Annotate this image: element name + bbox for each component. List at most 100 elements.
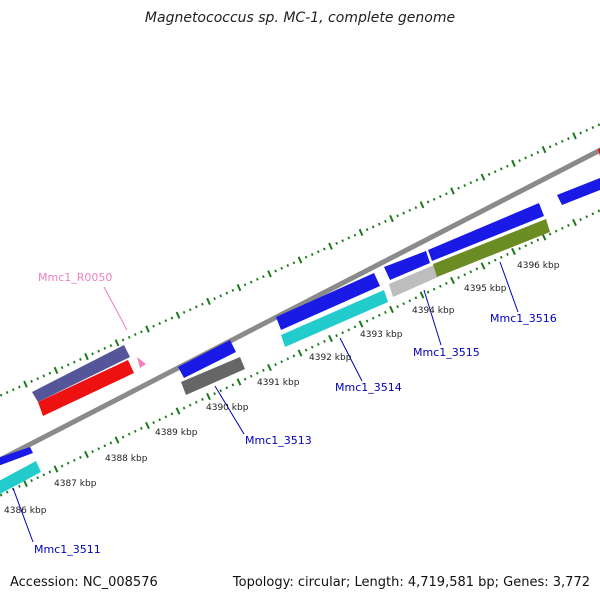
scale-tick [341, 331, 345, 335]
scale-tick [274, 363, 277, 367]
scale-tick [579, 131, 582, 135]
scale-tick [384, 219, 387, 223]
scale-tick [377, 222, 381, 226]
scale-tick [175, 407, 181, 415]
feature-blue-3513[interactable] [178, 340, 236, 378]
scale-tick [554, 142, 558, 146]
scale-tick [243, 283, 247, 287]
gene-label-rna[interactable]: Mmc1_R0050 [38, 271, 112, 284]
scale-tick [145, 325, 150, 333]
scale-tick [91, 352, 94, 356]
scale-tick [23, 380, 28, 388]
kbp-label: 4392 kbp [309, 353, 352, 363]
scale-tick [365, 319, 369, 323]
scale-tick [419, 201, 425, 209]
scale-tick [297, 349, 303, 357]
gene-label-3515[interactable]: Mmc1_3515 [413, 346, 480, 359]
inner-scale-track [0, 209, 600, 497]
feature-rna-arrow[interactable] [137, 357, 146, 368]
scale-tick [53, 465, 59, 473]
scale-tick [109, 344, 113, 348]
scale-tick [292, 354, 296, 358]
topology-text: Topology: circular; Length: 4,719,581 bp… [232, 575, 590, 590]
scale-tick [18, 484, 21, 488]
feature-cyan-3511[interactable] [0, 461, 41, 494]
scale-tick [371, 225, 375, 229]
feature-blue-3514[interactable] [276, 273, 380, 330]
scale-tick [5, 391, 9, 394]
feature-blue-3510[interactable] [0, 447, 33, 466]
scale-tick [438, 195, 442, 198]
scale-tick [280, 360, 284, 364]
scale-tick [541, 145, 547, 154]
scale-tick [480, 262, 486, 270]
scale-tick [114, 339, 120, 347]
scale-tick [231, 383, 235, 387]
scale-tick [572, 218, 577, 227]
scale-tick [579, 218, 582, 222]
scale-tick [79, 357, 82, 361]
scale-tick [487, 261, 491, 265]
gene-label-3511[interactable]: Mmc1_3511 [34, 543, 101, 556]
reverse-strand-features [0, 219, 550, 494]
scale-tick [316, 342, 320, 346]
genome-backbone [0, 147, 600, 463]
scale-tick [341, 239, 345, 243]
scale-tick [109, 441, 113, 445]
scale-tick [408, 299, 412, 303]
scale-tick [469, 181, 473, 185]
scale-tick [432, 287, 436, 291]
scale-tick [457, 276, 460, 280]
feature-rna-slate[interactable] [32, 345, 130, 402]
feature-gray-3513[interactable] [181, 357, 245, 395]
kbp-label: 4389 kbp [155, 428, 198, 438]
scale-tick [158, 418, 162, 422]
kbp-labels: 4386 kbp 4387 kbp 4388 kbp 4389 kbp 4390… [4, 261, 560, 516]
scale-tick [518, 159, 521, 163]
scale-tick [524, 244, 528, 248]
gene-labels: Mmc1_R0050 Mmc1_3511 Mmc1_3513 Mmc1_3514… [34, 271, 557, 556]
scale-tick [493, 258, 497, 262]
feature-red-block[interactable] [38, 360, 134, 416]
scale-tick [175, 311, 181, 319]
feature-olive-3516[interactable] [433, 219, 550, 277]
scale-tick [585, 128, 589, 132]
scale-tick [0, 393, 3, 397]
scale-tick [72, 360, 76, 364]
gene-label-3514[interactable]: Mmc1_3514 [335, 381, 402, 394]
scale-tick [310, 253, 314, 256]
scale-tick [450, 187, 455, 195]
map-title: Magnetococcus sp. MC-1, complete genome [144, 10, 456, 26]
scale-tick [323, 339, 326, 343]
scale-tick [201, 302, 204, 306]
scale-tick [127, 335, 131, 339]
gene-label-3513[interactable]: Mmc1_3513 [245, 434, 312, 447]
scale-tick [487, 172, 491, 176]
feature-cyan-3514[interactable] [281, 290, 388, 347]
scale-tick [48, 470, 52, 474]
feature-blue-edge[interactable] [557, 178, 600, 205]
leader-3514 [339, 337, 363, 382]
feature-blue-3515[interactable] [384, 251, 430, 280]
kbp-label: 4388 kbp [105, 454, 148, 464]
scale-tick [91, 450, 94, 454]
scale-tick [402, 211, 406, 215]
feature-blue-3516[interactable] [428, 203, 544, 261]
scale-tick [121, 338, 125, 342]
scale-tick [353, 325, 357, 329]
scale-tick [506, 164, 509, 168]
gene-label-3516[interactable]: Mmc1_3516 [490, 312, 557, 325]
scale-tick [328, 334, 333, 343]
scale-tick [262, 275, 265, 279]
scale-tick [353, 233, 357, 237]
scale-tick [445, 192, 448, 196]
scale-tick [377, 313, 381, 317]
scale-tick [127, 432, 131, 436]
scale-tick [194, 400, 198, 404]
feature-lightgray-3515[interactable] [389, 265, 438, 297]
scale-tick [18, 385, 21, 389]
scale-tick [145, 421, 150, 430]
scale-tick [60, 366, 64, 370]
